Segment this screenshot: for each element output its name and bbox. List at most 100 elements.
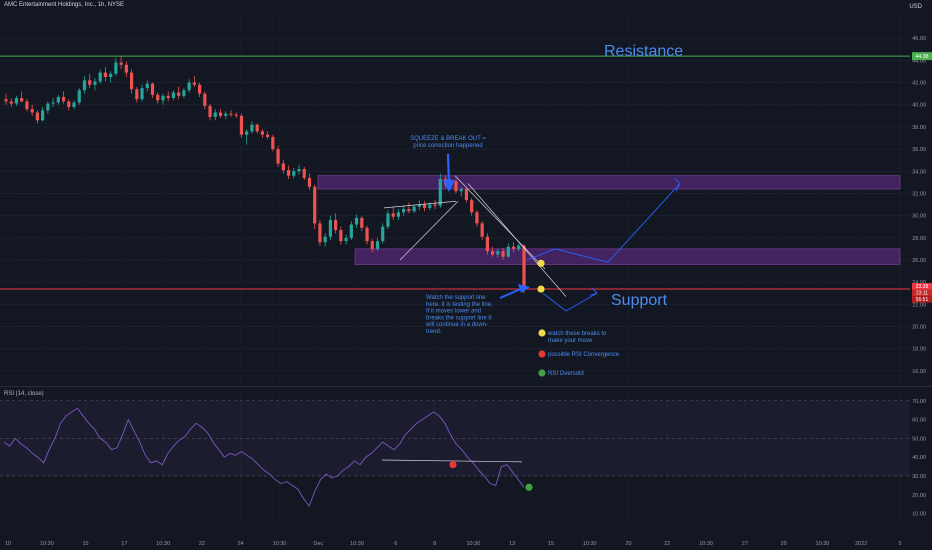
candle-body[interactable] [433,204,437,206]
candle-body[interactable] [245,131,249,135]
squeeze-arrow-head[interactable] [443,180,455,192]
candle-body[interactable] [250,124,254,132]
candle-body[interactable] [328,220,333,237]
candle-body[interactable] [88,80,92,85]
candle-body[interactable] [470,200,474,213]
candle-body[interactable] [119,62,123,65]
candle-body[interactable] [517,245,521,249]
candle-body[interactable] [292,171,296,176]
candle-body[interactable] [218,112,223,116]
candle-body[interactable] [511,246,516,249]
candle-body[interactable] [234,114,238,116]
projected-path-arrowhead[interactable] [673,177,681,192]
candle-body[interactable] [41,110,45,121]
candle-body[interactable] [349,224,353,238]
channel-upper-line[interactable] [454,175,546,270]
channel-lower-line[interactable] [467,183,567,297]
candle-body[interactable] [93,81,97,85]
candle-body[interactable] [506,246,510,257]
candle-body[interactable] [318,223,322,243]
candle-body[interactable] [417,204,421,207]
candle-body[interactable] [203,93,207,106]
candle-body[interactable] [187,82,191,91]
candle-body[interactable] [98,72,102,82]
candle-body[interactable] [67,101,71,107]
candle-body[interactable] [239,115,244,135]
candle-body[interactable] [428,204,432,208]
candle-body[interactable] [459,189,463,192]
candle-body[interactable] [485,236,489,252]
candle-body[interactable] [103,72,108,77]
candle-body[interactable] [354,217,359,225]
candle-body[interactable] [360,217,364,228]
candle-body[interactable] [182,90,186,96]
candle-body[interactable] [25,101,29,110]
projected-path-down-arrowhead[interactable] [589,287,598,296]
candle-body[interactable] [386,213,390,227]
candle-body[interactable] [77,90,81,103]
candle-body[interactable] [82,80,87,91]
candle-body[interactable] [344,237,348,242]
candle-body[interactable] [307,177,312,187]
candle-body[interactable] [365,227,369,242]
support-note-arrow[interactable] [499,287,524,299]
candle-body[interactable] [260,131,264,135]
candle-body[interactable] [302,169,306,178]
candle-body[interactable] [402,208,406,213]
candle-body[interactable] [4,99,8,102]
rsi-pane[interactable] [0,400,910,508]
candle-body[interactable] [297,169,301,172]
candle-body[interactable] [35,112,39,121]
candle-body[interactable] [56,96,60,103]
candle-body[interactable] [171,92,176,99]
projected-path-up[interactable] [526,183,681,263]
candle-body[interactable] [313,186,317,224]
candle-body[interactable] [475,212,479,224]
candle-body[interactable] [266,134,270,137]
candle-body[interactable] [109,73,113,77]
candle-body[interactable] [229,113,233,115]
candle-body[interactable] [323,236,327,243]
candle-body[interactable] [161,95,165,101]
candle-body[interactable] [114,62,118,74]
candle-body[interactable] [422,204,427,208]
candle-body[interactable] [375,241,380,249]
candle-body[interactable] [135,89,139,100]
candle-body[interactable] [281,163,285,171]
candle-body[interactable] [438,179,442,206]
candle-body[interactable] [177,92,181,96]
candlestick-series[interactable] [4,55,526,294]
candle-body[interactable] [370,241,374,249]
candle-body[interactable] [9,101,13,104]
candle-body[interactable] [46,103,50,111]
support-note-arrow-head[interactable] [518,284,530,293]
candle-body[interactable] [276,149,280,164]
squeeze-arrow[interactable] [446,153,451,185]
candle-body[interactable] [224,113,228,116]
candle-body[interactable] [124,64,128,73]
consolidation-top-line[interactable] [383,200,457,209]
projected-path-down[interactable] [542,292,598,312]
candle-body[interactable] [166,95,170,99]
candle-body[interactable] [150,83,155,95]
candle-body[interactable] [501,251,505,257]
candle-body[interactable] [255,124,259,132]
candle-body[interactable] [480,223,484,237]
candle-body[interactable] [464,189,469,201]
break-marker[interactable] [537,285,545,293]
candle-body[interactable] [412,206,416,212]
symbol-title[interactable]: AMC Entertainment Holdings, Inc., 1h, NY… [4,2,125,8]
candle-body[interactable] [271,136,275,150]
candle-body[interactable] [30,109,34,113]
candle-body[interactable] [407,208,411,212]
candle-body[interactable] [14,98,19,104]
candle-body[interactable] [286,170,291,176]
candle-body[interactable] [61,96,66,102]
candle-body[interactable] [491,251,495,255]
candle-body[interactable] [208,105,212,117]
candle-body[interactable] [522,245,526,290]
candle-body[interactable] [381,226,385,242]
rising-wedge-line[interactable] [399,200,459,261]
candle-body[interactable] [140,88,144,100]
